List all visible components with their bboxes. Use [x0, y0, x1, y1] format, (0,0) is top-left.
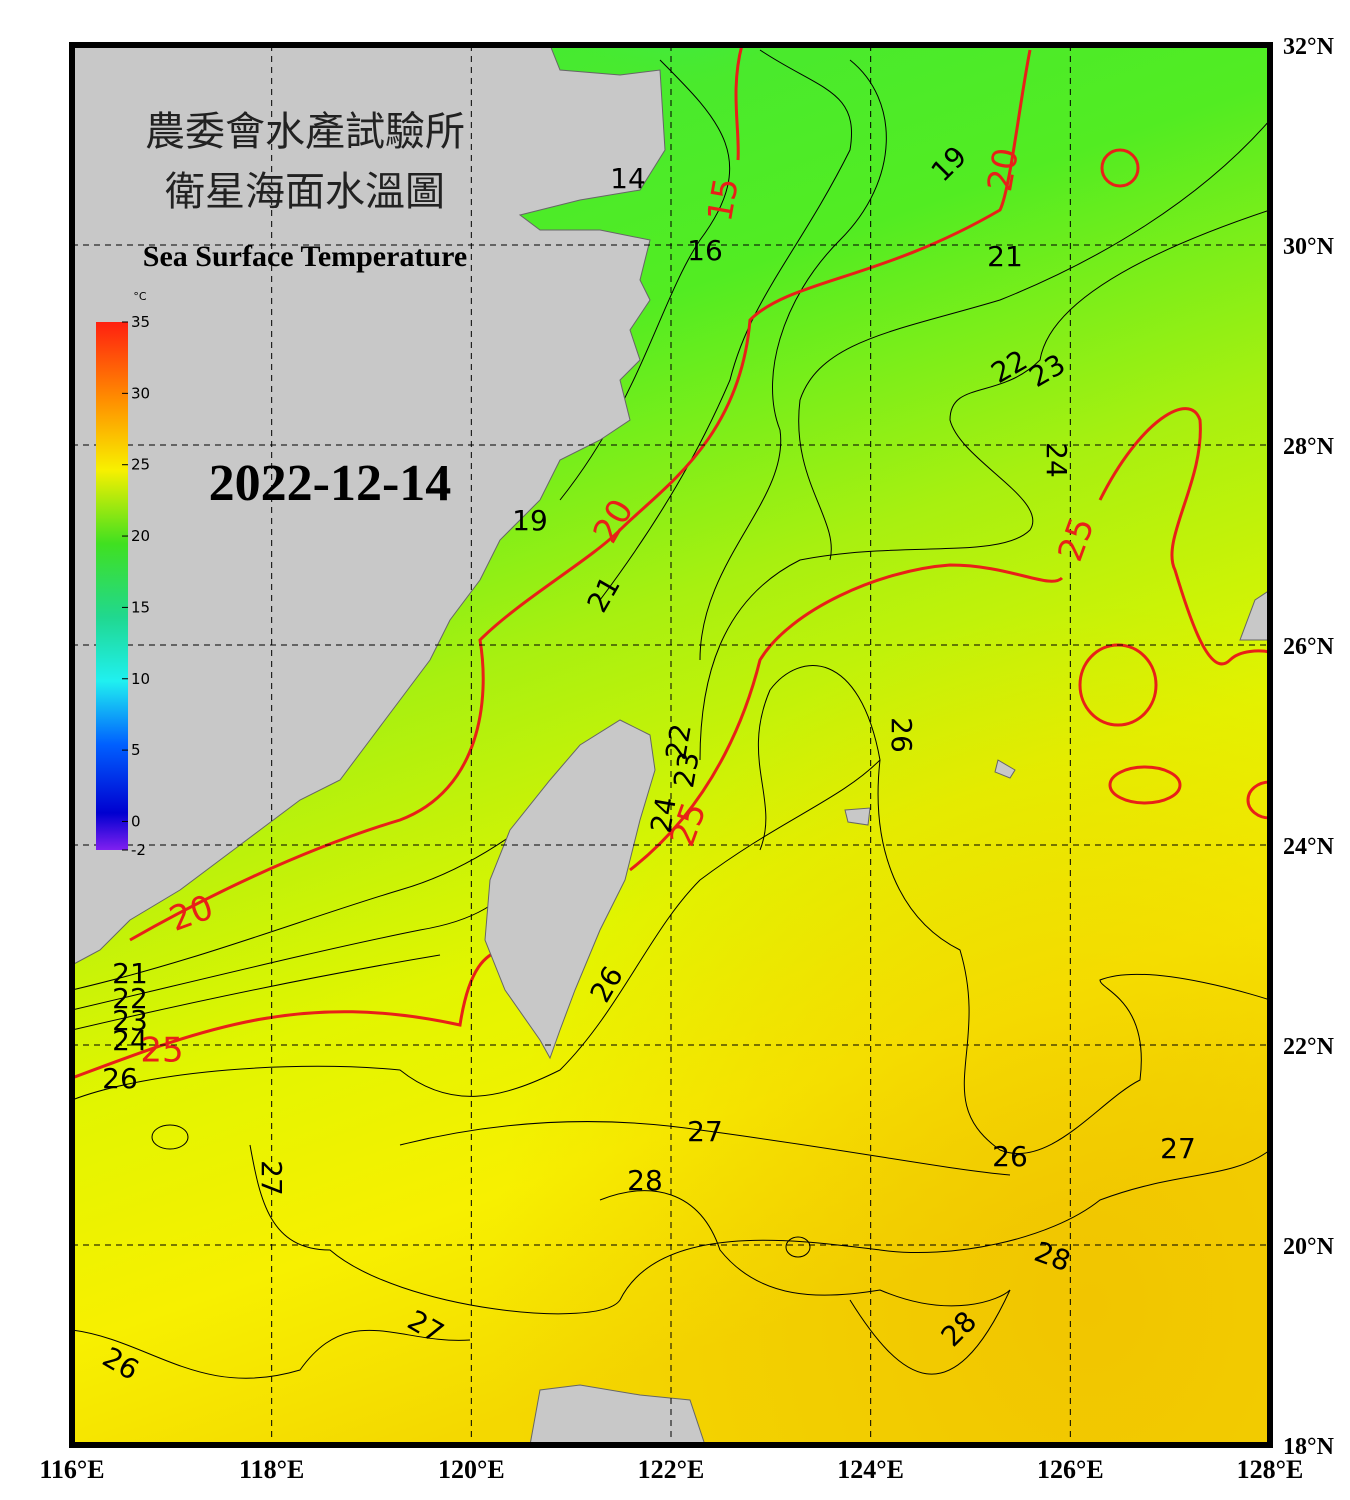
- isotherm-major: [734, 45, 744, 161]
- colorbar-tick-label: 35: [131, 313, 150, 331]
- lat-tick-label: 32°N: [1283, 34, 1335, 60]
- lat-tick-label: 30°N: [1283, 234, 1335, 260]
- contour-label: 27: [1160, 1132, 1196, 1165]
- contour-label: 14: [610, 162, 646, 195]
- contour-label: 20: [980, 145, 1027, 195]
- contour-label: 15: [700, 175, 747, 225]
- colorbar-tick-label: -2: [131, 841, 146, 859]
- isotherm-major: [1108, 765, 1182, 805]
- colorbar-tick-label: 25: [131, 456, 150, 474]
- isotherm: [249, 1144, 1270, 1315]
- title-en: Sea Surface Temperature: [143, 240, 467, 273]
- colorbar-tick-label: 15: [131, 598, 150, 616]
- colorbar-unit: °C: [133, 290, 147, 303]
- contour-label: 23: [112, 1004, 148, 1037]
- mainland: [72, 45, 666, 966]
- lon-tick-label: 128°E: [1237, 1455, 1304, 1484]
- isotherm-major: [629, 563, 1064, 872]
- colorbar: [96, 322, 128, 850]
- title-zh: 衛星海面水溫圖: [165, 169, 445, 214]
- lon-tick-label: 118°E: [239, 1455, 304, 1484]
- contour-label: 23: [667, 749, 706, 790]
- isotherm: [798, 119, 1270, 561]
- isotherm: [785, 1236, 811, 1258]
- isotherm: [151, 1124, 189, 1150]
- contour-label: 27: [255, 1160, 288, 1196]
- contour-label: 26: [885, 717, 918, 753]
- isotherm: [699, 209, 1270, 761]
- isotherm: [599, 49, 852, 601]
- frame: [69, 42, 1273, 1448]
- isotherm: [72, 665, 881, 1101]
- colorbar-tick-label: 0: [131, 812, 141, 830]
- isotherm: [699, 59, 887, 661]
- contour-label: 25: [140, 1031, 183, 1071]
- graticule: [72, 45, 1270, 1445]
- contour-label: 24: [112, 1024, 148, 1057]
- isotherm-major: [1100, 148, 1140, 188]
- contour-label: 24: [1040, 442, 1073, 478]
- contour-label: 19: [512, 504, 548, 537]
- lat-tick-label: 28°N: [1283, 434, 1335, 460]
- contour-label: 27: [687, 1115, 723, 1148]
- lat-tick-label: 24°N: [1283, 834, 1335, 860]
- taiwan: [484, 719, 656, 1060]
- luzon: [529, 1384, 706, 1445]
- colorbar-tick-label: 5: [131, 741, 141, 759]
- isotherm: [877, 759, 1270, 1154]
- colorbar-tick-label: 10: [131, 670, 150, 688]
- isotherm: [72, 954, 441, 1031]
- isotherm-major: [129, 49, 1032, 942]
- contour-label: 16: [687, 234, 723, 267]
- contour-label: 22: [659, 721, 698, 762]
- lon-tick-label: 126°E: [1037, 1455, 1104, 1484]
- isotherms-major: [72, 45, 1270, 1080]
- island: [994, 759, 1016, 779]
- island: [1239, 589, 1270, 641]
- colorbar-tick-label: 30: [131, 384, 150, 402]
- contour-label: 26: [992, 1140, 1028, 1173]
- map-body: [72, 45, 1270, 1445]
- isotherm: [849, 1289, 1011, 1375]
- isotherm-major: [72, 948, 501, 1080]
- lon-tick-label: 120°E: [438, 1455, 505, 1484]
- isotherm-major: [1246, 780, 1270, 820]
- lat-tick-label: 20°N: [1283, 1234, 1335, 1260]
- contour-label: 22: [112, 982, 148, 1015]
- lon-tick-label: 116°E: [39, 1455, 104, 1484]
- contour-label: 26: [102, 1062, 138, 1095]
- isotherm-major: [1098, 407, 1270, 666]
- island: [844, 807, 871, 826]
- contour-label: 28: [627, 1164, 663, 1197]
- date: 2022-12-14: [209, 455, 452, 512]
- lat-tick-label: 26°N: [1283, 634, 1335, 660]
- contour-label: 21: [987, 240, 1023, 273]
- isotherm: [599, 1190, 1011, 1307]
- isotherm: [399, 1121, 1011, 1176]
- lon-tick-label: 122°E: [638, 1455, 705, 1484]
- colorbar-tick-label: 20: [131, 527, 150, 545]
- title-zh: 農委會水產試驗所: [145, 109, 465, 154]
- isotherm: [72, 1329, 471, 1379]
- lat-tick-label: 18°N: [1283, 1434, 1335, 1460]
- contour-label: 24: [644, 794, 683, 835]
- contour-label: 21: [112, 957, 148, 990]
- land: [72, 45, 1270, 1445]
- lat-tick-label: 22°N: [1283, 1034, 1335, 1060]
- lon-tick-label: 124°E: [837, 1455, 904, 1484]
